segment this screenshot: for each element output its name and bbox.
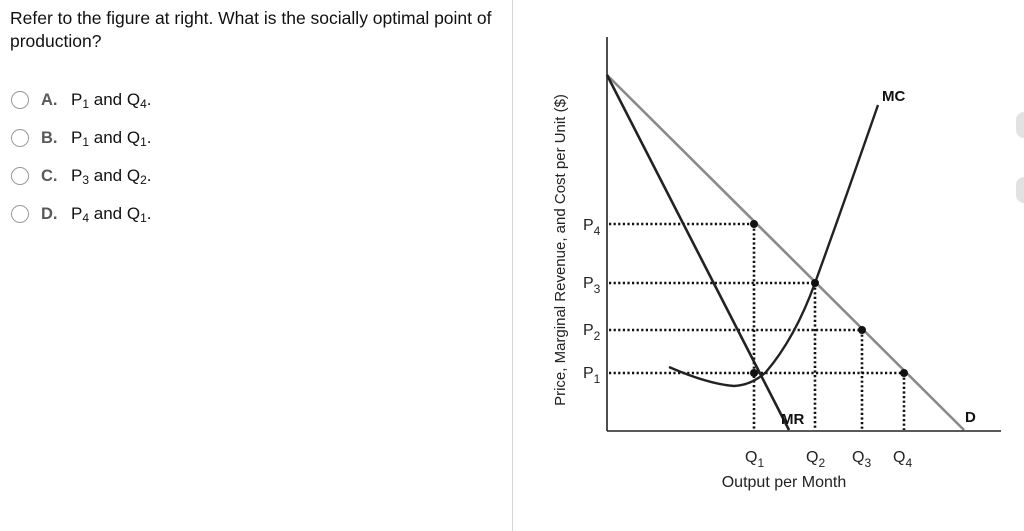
x-axis-title: Output per Month — [722, 474, 847, 491]
point-p1-q1 — [750, 369, 758, 377]
option-letter: A. — [41, 90, 58, 109]
marginal-cost-curve — [668, 104, 880, 388]
y-axis-title: Price, Marginal Revenue, and Cost per Un… — [552, 94, 569, 406]
option-label: P1 and Q4. — [71, 89, 152, 111]
quantity-label-q2: Q2 — [806, 449, 825, 470]
points — [750, 220, 908, 377]
radio-button-d[interactable] — [11, 205, 29, 223]
option-label: P4 and Q1. — [71, 203, 152, 225]
point-p4-q1 — [750, 220, 758, 228]
quantity-label-q4: Q4 — [893, 449, 912, 470]
option-letter: C. — [41, 166, 58, 185]
price-label-p4: P4 — [583, 217, 601, 238]
panel-divider[interactable] — [512, 0, 513, 531]
option-a[interactable]: A. P1 and Q4. — [10, 81, 152, 119]
question-text: Refer to the figure at right. What is th… — [10, 8, 492, 51]
point-p1-q4 — [900, 369, 908, 377]
option-label: P1 and Q1. — [71, 127, 152, 149]
radio-button-c[interactable] — [11, 167, 29, 185]
point-p3-q2 — [811, 279, 819, 287]
option-b[interactable]: B. P1 and Q1. — [10, 119, 152, 157]
price-label-p3: P3 — [583, 275, 601, 296]
demand-curve — [606, 74, 965, 431]
option-label: P3 and Q2. — [71, 165, 152, 187]
option-letter: D. — [41, 204, 58, 223]
economics-graph: MC MR D P4 P3 P2 P1 Q1 Q2 Q3 Q4 Output p… — [513, 0, 1024, 531]
radio-button-b[interactable] — [11, 129, 29, 147]
side-tab-lower[interactable] — [1016, 177, 1024, 203]
price-label-p1: P1 — [583, 365, 601, 386]
option-letter: B. — [41, 128, 58, 147]
answer-options: A. P1 and Q4. B. P1 and Q1. C. P3 and Q2… — [10, 81, 152, 233]
option-d[interactable]: D. P4 and Q1. — [10, 195, 152, 233]
point-p2-q3 — [858, 326, 866, 334]
question-panel: Refer to the figure at right. What is th… — [10, 8, 492, 233]
quantity-label-q1: Q1 — [745, 449, 764, 470]
side-tab-upper[interactable] — [1016, 112, 1024, 138]
marginal-revenue-curve — [605, 74, 791, 431]
quantity-label-q3: Q3 — [852, 449, 871, 470]
option-c[interactable]: C. P3 and Q2. — [10, 157, 152, 195]
mc-label: MC — [882, 88, 905, 105]
mr-label: MR — [781, 411, 804, 428]
demand-label: D — [965, 409, 976, 426]
graph-svg: MC MR D P4 P3 P2 P1 Q1 Q2 Q3 Q4 Output p… — [552, 37, 1001, 491]
price-label-p2: P2 — [583, 322, 601, 343]
radio-button-a[interactable] — [11, 91, 29, 109]
